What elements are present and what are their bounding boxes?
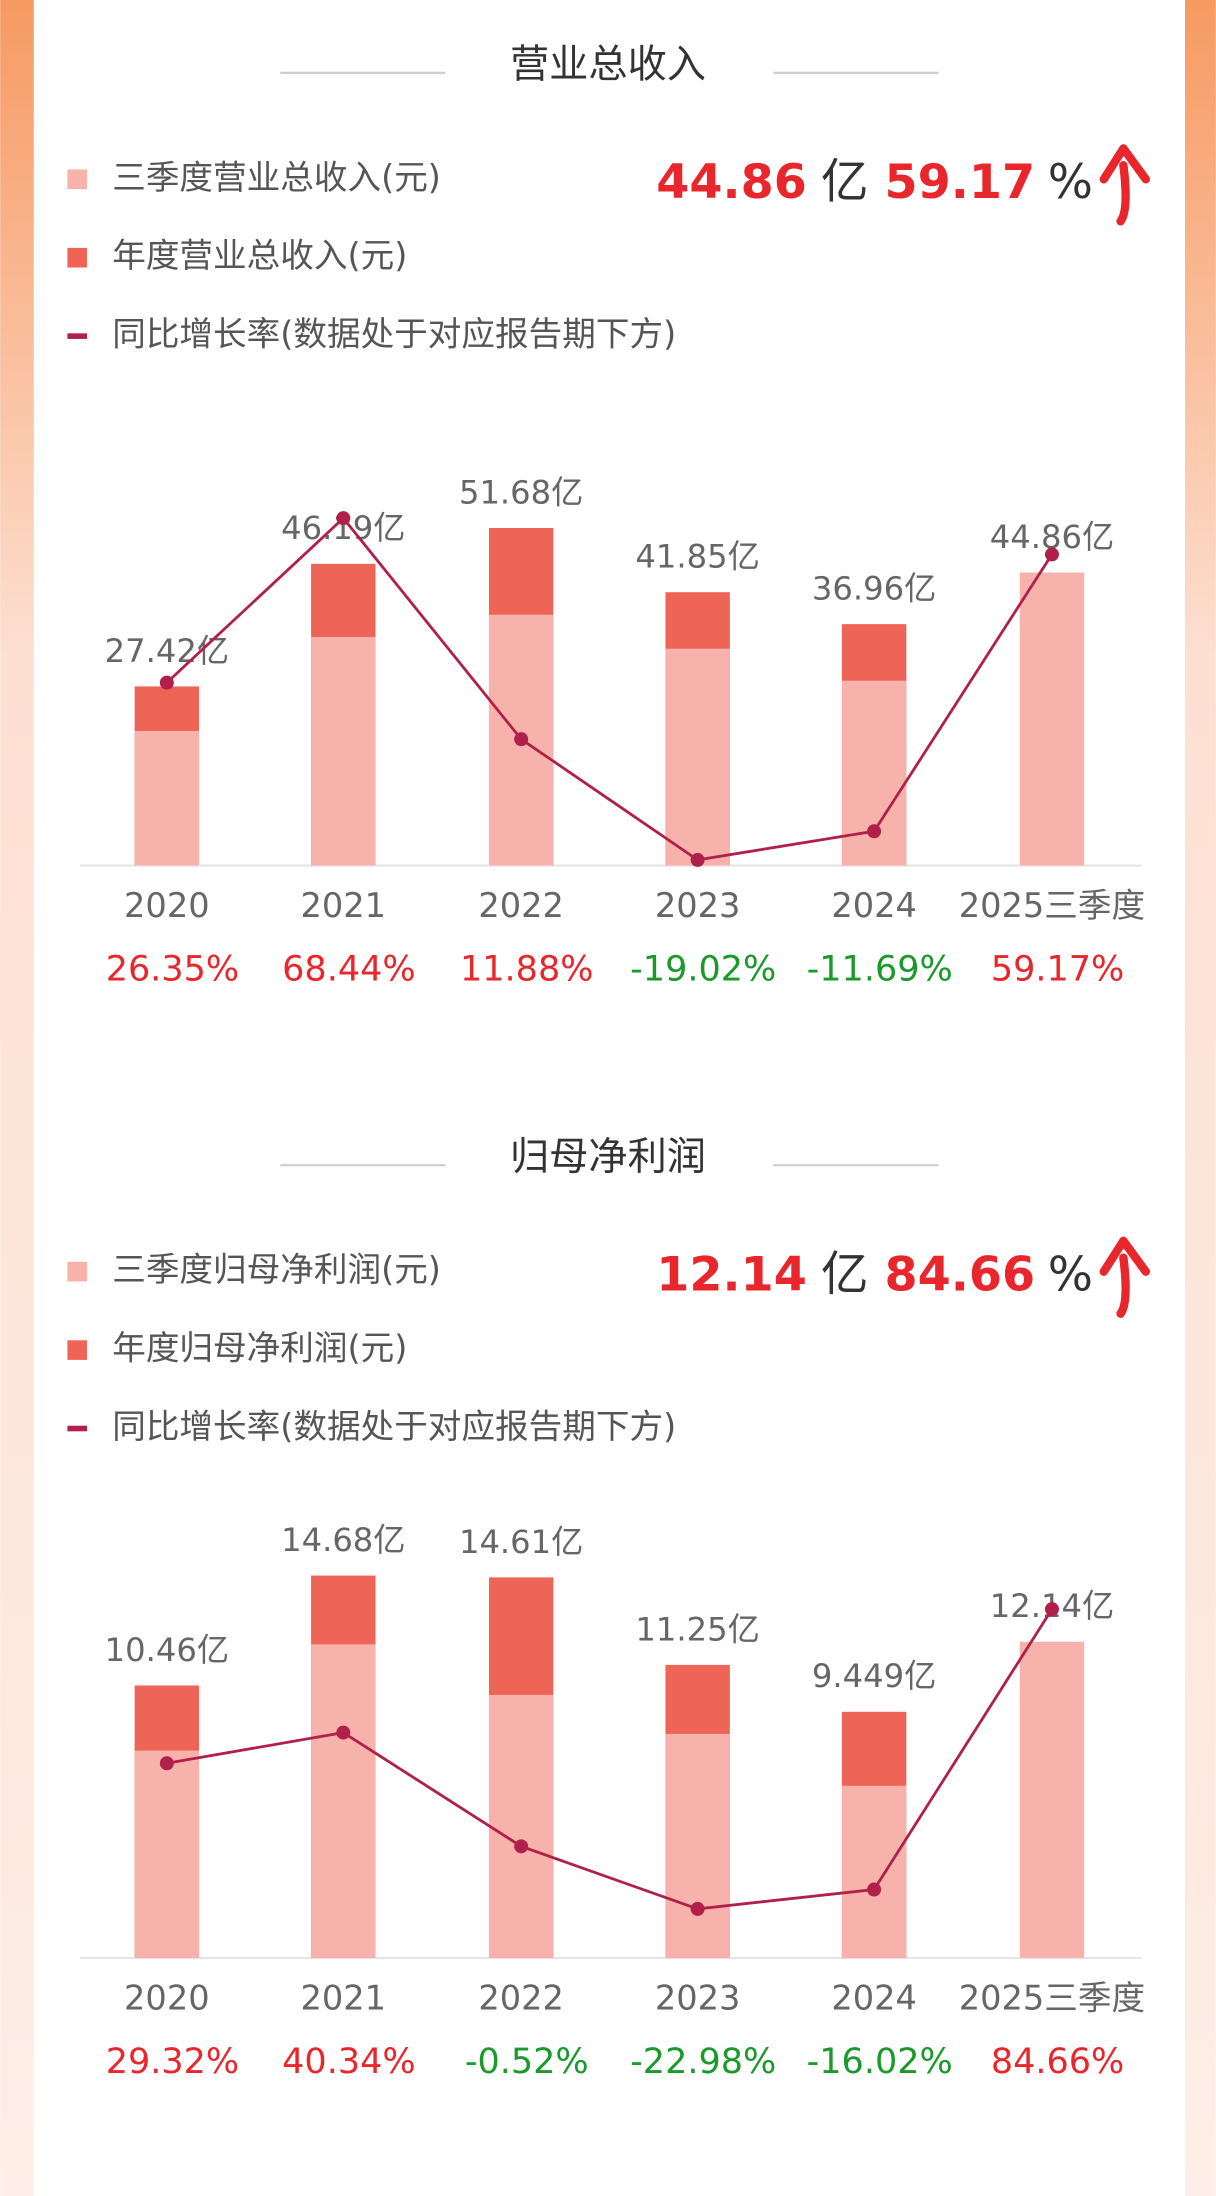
bar [1019,1641,1085,1958]
growth-label: 29.32% [106,2042,239,2082]
growth-point [159,675,174,690]
headline-value: 44.86 [656,155,807,210]
x-tick-label: 2022 [478,1978,564,2017]
value-label: 41.85亿 [635,538,759,576]
growth-label: -11.69% [807,950,953,990]
legend-swatch [67,1425,88,1432]
growth-point [1044,547,1059,562]
headline-unit: 亿 [821,155,869,210]
growth-point [1044,1602,1059,1617]
up-arrow [1099,144,1150,226]
x-tick-label: 2021 [301,1978,387,2017]
x-tick-label: 2020 [124,1978,210,2017]
chart-title: 营业总收入 [510,43,706,88]
growth-label: 68.44% [282,950,415,990]
headline-value: 12.14 [656,1247,807,1302]
bar [134,1750,200,1958]
bar [311,636,376,866]
growth-point [514,1839,529,1854]
legend-label: 同比增长率(数据处于对应报告期下方) [112,315,676,354]
growth-label: 40.34% [282,2042,415,2082]
growth-label: -22.98% [630,2042,776,2082]
growth-point [690,852,705,867]
value-label: 11.25亿 [635,1610,759,1648]
value-label: 27.42亿 [105,632,229,670]
bar [841,1785,907,1958]
headline-rate: 59.17 [885,155,1036,210]
bar [311,1644,376,1958]
x-tick-label: 2024 [831,886,917,925]
legend-swatch [67,247,88,268]
legend-label: 三季度归母净利润(元) [112,1250,441,1289]
growth-label: 26.35% [106,950,239,990]
value-label: 14.61亿 [459,1523,583,1561]
legend-swatch [67,1261,88,1282]
card [33,0,1186,2196]
bar [665,648,730,866]
growth-label: 59.17% [991,950,1124,990]
x-tick-label: 2025三季度 [959,1978,1145,2017]
value-label: 14.68亿 [281,1521,405,1559]
growth-label: -16.02% [807,2042,953,2082]
x-tick-label: 2022 [478,886,564,925]
legend-label: 三季度营业总收入(元) [112,158,441,197]
headline-unit: 亿 [821,1247,869,1302]
growth-label: -19.02% [630,950,776,990]
bar [134,730,200,866]
bar [665,1733,730,1958]
x-tick-label: 2021 [301,886,387,925]
growth-point [336,511,351,526]
bar [1019,572,1085,866]
x-tick-label: 2025三季度 [959,886,1145,925]
growth-label: 84.66% [991,2042,1124,2082]
up-arrow [1099,1236,1150,1318]
x-tick-label: 2020 [124,886,210,925]
growth-label: -0.52% [465,2042,589,2082]
legend-swatch [67,1340,88,1360]
growth-line [165,516,1054,862]
growth-point [336,1725,351,1740]
headline-rate: 84.66 [885,1247,1036,1302]
bar [488,1694,554,1958]
headline-rate-unit: % [1048,1247,1093,1302]
legend-label: 同比增长率(数据处于对应报告期下方) [112,1407,676,1446]
chart-title: 归母净利润 [510,1135,706,1180]
x-tick-label: 2023 [655,886,741,925]
value-label: 9.449亿 [812,1657,936,1695]
legend-swatch [67,169,88,190]
growth-point [867,824,882,839]
legend-swatch [67,333,88,339]
growth-label: 11.88% [460,950,593,990]
growth-point [159,1756,174,1771]
x-tick-label: 2024 [831,1978,917,2017]
growth-point [514,732,529,747]
value-label: 36.96亿 [812,570,936,608]
growth-point [690,1901,705,1916]
legend-label: 年度营业总收入(元) [112,236,407,275]
value-label: 51.68亿 [459,473,583,511]
value-label: 10.46亿 [105,1631,229,1669]
growth-line [166,1608,1054,1911]
x-tick-label: 2023 [655,1978,741,2017]
growth-point [867,1882,882,1897]
headline-rate-unit: % [1048,155,1093,210]
legend-label: 年度归母净利润(元) [112,1329,407,1368]
